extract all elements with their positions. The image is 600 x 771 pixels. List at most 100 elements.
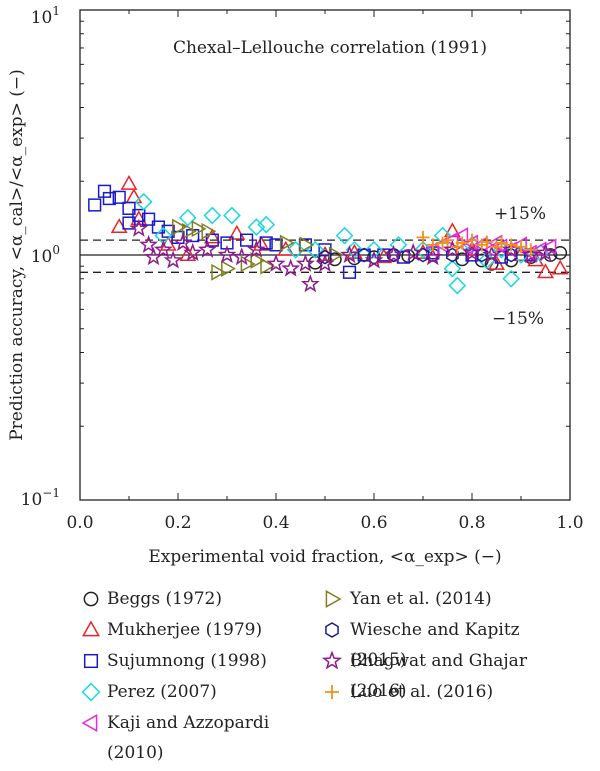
data-point	[134, 192, 153, 211]
data-point	[211, 263, 227, 281]
minus15-label: −15%	[492, 309, 544, 329]
data-point	[308, 255, 323, 270]
data-point	[217, 245, 237, 264]
data-point	[247, 218, 266, 236]
legend-marker	[81, 682, 101, 702]
data-point	[122, 201, 136, 215]
data-point	[201, 222, 217, 240]
data-point	[536, 242, 555, 261]
legend-label: (2016)	[350, 681, 407, 701]
data-point	[423, 247, 443, 266]
data-point	[504, 238, 518, 252]
data-point	[110, 218, 128, 234]
data-point	[125, 188, 143, 204]
data-point	[416, 247, 430, 263]
data-point	[205, 233, 219, 247]
data-point	[318, 249, 332, 265]
data-point	[269, 238, 283, 252]
data-point	[240, 233, 254, 247]
legend-marker	[83, 653, 99, 669]
legend-marker	[321, 650, 343, 670]
data-point	[543, 248, 558, 262]
data-point	[181, 222, 197, 240]
data-point	[260, 257, 276, 275]
data-point	[228, 224, 246, 240]
data-point	[521, 245, 541, 264]
data-point	[387, 247, 400, 263]
x-tick-label: 0.6	[360, 513, 387, 533]
data-point	[403, 242, 423, 261]
data-point	[97, 184, 112, 198]
data-point	[327, 252, 342, 267]
data-point	[504, 247, 518, 263]
data-point	[365, 240, 383, 259]
data-point	[163, 250, 183, 269]
data-point	[257, 215, 276, 234]
data-point	[112, 190, 126, 204]
y-tick-label: 101	[31, 4, 60, 28]
data-point	[441, 233, 454, 247]
legend-marker	[81, 714, 98, 732]
data-point	[537, 263, 554, 279]
data-point	[139, 234, 159, 253]
data-point	[88, 198, 102, 212]
data-point	[142, 212, 156, 226]
legend-label: Mukherjee (1979)	[107, 620, 262, 640]
y-tick-label: 100	[31, 243, 60, 267]
x-tick-label: 1.0	[556, 513, 583, 533]
legend-marker	[82, 620, 100, 637]
data-point	[315, 253, 335, 272]
chart-title: Chexal–Lellouche correlation (1991)	[173, 38, 487, 58]
data-point	[551, 259, 569, 275]
data-point	[259, 236, 273, 250]
data-point	[462, 242, 482, 261]
legend-marker	[325, 622, 339, 638]
data-point	[384, 245, 404, 264]
data-point	[480, 235, 494, 249]
data-point	[232, 247, 252, 266]
plus15-label: +15%	[494, 204, 546, 224]
data-point	[250, 252, 266, 269]
data-point	[295, 253, 315, 272]
legend-label: Kaji and Azzopardi	[107, 713, 270, 733]
legend-label: Sujumnong (1998)	[107, 651, 267, 671]
legend-label: Wiesche and Kapitz	[350, 620, 520, 640]
data-point	[465, 233, 479, 247]
data-point	[502, 269, 521, 288]
data-point	[153, 239, 173, 258]
data-point	[281, 258, 301, 277]
data-point	[246, 239, 266, 258]
data-point	[299, 236, 315, 254]
data-point	[455, 236, 469, 250]
data-point	[494, 236, 508, 250]
data-point	[300, 274, 320, 293]
data-point	[102, 191, 117, 206]
data-point	[223, 206, 241, 225]
x-tick-label: 0.8	[458, 513, 485, 533]
data-point	[173, 232, 193, 252]
legend-marker	[83, 591, 99, 607]
data-point	[191, 220, 207, 238]
data-point	[416, 230, 430, 244]
data-point	[524, 243, 538, 257]
data-point	[443, 259, 462, 278]
data-point	[178, 208, 197, 227]
data-point	[357, 247, 371, 263]
x-tick-label: 0.0	[66, 513, 93, 533]
x-tick-label: 0.2	[164, 513, 191, 533]
legend-label: Bhagwat and Ghajar	[350, 651, 528, 671]
legend-label: Yan et al. (2014)	[349, 589, 492, 609]
legend-marker	[325, 590, 342, 608]
data-points	[88, 174, 569, 295]
data-point	[122, 216, 136, 230]
data-point	[514, 240, 528, 254]
legend-label: Beggs (1972)	[107, 589, 222, 609]
data-point	[426, 238, 440, 252]
data-point	[203, 206, 222, 225]
data-point	[414, 240, 432, 259]
data-point	[279, 234, 295, 252]
data-point	[531, 241, 547, 259]
x-axis-label: Experimental void fraction, <α_exp> (−)	[148, 547, 501, 567]
data-point	[364, 250, 384, 269]
